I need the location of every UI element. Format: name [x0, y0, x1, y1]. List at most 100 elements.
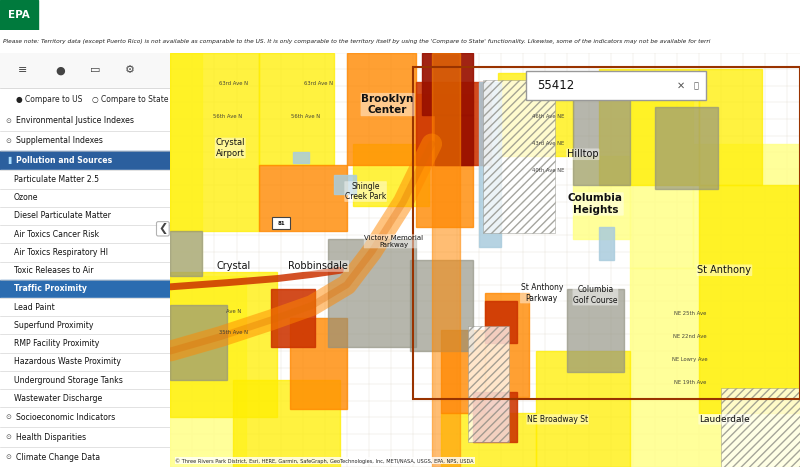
Text: 63rd Ave N: 63rd Ave N	[304, 81, 333, 86]
Text: Climate Change Data: Climate Change Data	[16, 453, 100, 461]
Bar	[258, 164, 346, 231]
Text: 55412: 55412	[538, 79, 574, 92]
Bar	[526, 71, 706, 100]
Bar	[0, 150, 170, 170]
Text: 35th Ave N: 35th Ave N	[219, 330, 248, 335]
Text: Lead Paint: Lead Paint	[14, 303, 54, 311]
Bar	[0, 131, 170, 150]
Bar	[0, 334, 170, 353]
Text: Hilltop: Hilltop	[567, 149, 598, 159]
Bar	[0, 53, 170, 88]
Bar	[170, 272, 278, 417]
Text: 🔍: 🔍	[694, 81, 698, 90]
Text: Shingle
Creek Park: Shingle Creek Park	[345, 182, 386, 201]
Text: NE Lowry Ave: NE Lowry Ave	[672, 357, 708, 362]
Text: EPA's Environmental Justice Screening and Mapping Tool (Version 2.2): EPA's Environmental Justice Screening an…	[115, 7, 409, 17]
Bar	[655, 106, 718, 190]
Bar	[630, 73, 693, 268]
Text: Environmental Justice Indexes: Environmental Justice Indexes	[16, 116, 134, 125]
Text: NE 25th Ave: NE 25th Ave	[674, 311, 706, 316]
Bar	[0, 225, 170, 243]
Text: Brooklyn
Center: Brooklyn Center	[362, 94, 414, 115]
Bar	[432, 53, 460, 467]
Bar	[0, 407, 170, 427]
Text: ⊙: ⊙	[5, 434, 11, 440]
Bar	[0, 316, 170, 334]
Text: EPA: EPA	[8, 10, 30, 20]
Text: Supplemental Indexes: Supplemental Indexes	[16, 136, 103, 145]
Text: RMP Facility Proximity: RMP Facility Proximity	[14, 339, 99, 348]
Bar	[334, 175, 356, 194]
Bar	[535, 351, 630, 467]
Bar	[272, 217, 290, 229]
Bar	[0, 447, 170, 467]
Bar	[630, 268, 800, 467]
Bar	[0, 371, 170, 389]
Text: 46th Ave NE: 46th Ave NE	[532, 114, 564, 120]
Text: Ave N: Ave N	[226, 309, 241, 314]
Bar	[258, 53, 334, 164]
Bar	[416, 94, 473, 227]
Bar	[574, 73, 630, 185]
Text: Ozone: Ozone	[14, 193, 38, 202]
Bar	[498, 73, 574, 156]
Text: 56th Ave N: 56th Ave N	[291, 114, 320, 120]
Bar	[0, 389, 170, 407]
Bar	[0, 280, 170, 298]
Bar	[574, 156, 630, 239]
Bar	[435, 115, 473, 164]
Bar	[0, 88, 170, 111]
Text: Wastewater Discharge: Wastewater Discharge	[14, 394, 102, 403]
Text: ⊙: ⊙	[5, 414, 11, 420]
Text: Pollution and Sources: Pollution and Sources	[16, 156, 112, 165]
Bar	[0, 353, 170, 371]
Text: ⊙: ⊙	[5, 454, 11, 460]
Bar	[0, 427, 170, 447]
Text: Crystal: Crystal	[216, 261, 250, 271]
Bar	[346, 53, 416, 164]
Bar	[293, 152, 309, 163]
Text: Robbinsdale: Robbinsdale	[289, 261, 348, 271]
Text: Particulate Matter 2.5: Particulate Matter 2.5	[14, 175, 99, 184]
Bar	[485, 301, 517, 343]
Text: Please note: Territory data (except Puerto Rico) is not available as comparable : Please note: Territory data (except Puer…	[3, 39, 710, 44]
Text: Traffic Proximity: Traffic Proximity	[14, 284, 87, 293]
Text: ⚙: ⚙	[126, 65, 135, 75]
Bar	[0, 189, 170, 207]
Text: Victory Memorial
Parkway: Victory Memorial Parkway	[364, 235, 423, 248]
Text: NE 22nd Ave: NE 22nd Ave	[673, 334, 706, 339]
Text: NE 19th Ave: NE 19th Ave	[674, 380, 706, 385]
Bar	[353, 144, 429, 206]
Bar	[0, 243, 170, 262]
Bar	[271, 289, 315, 347]
Bar	[468, 326, 509, 442]
Text: St Anthony
Parkway: St Anthony Parkway	[521, 283, 563, 303]
Bar	[290, 318, 346, 409]
Bar	[598, 69, 699, 185]
Bar	[0, 0, 38, 30]
Bar	[0, 207, 170, 225]
Bar	[0, 170, 170, 189]
Text: ●: ●	[55, 65, 65, 75]
Bar	[410, 260, 473, 351]
Bar	[693, 144, 800, 268]
Text: Hazardous Waste Proximity: Hazardous Waste Proximity	[14, 357, 121, 366]
Text: Underground Storage Tanks: Underground Storage Tanks	[14, 375, 123, 384]
Text: Air Toxics Respiratory HI: Air Toxics Respiratory HI	[14, 248, 108, 257]
Text: Air Toxics Cancer Risk: Air Toxics Cancer Risk	[14, 230, 99, 239]
Bar	[699, 69, 762, 185]
Bar	[0, 298, 170, 316]
Text: Socioeconomic Indicators: Socioeconomic Indicators	[16, 413, 115, 422]
Bar	[722, 388, 800, 467]
Text: Columbia
Heights: Columbia Heights	[568, 193, 623, 215]
Bar	[786, 16, 796, 26]
Text: ▐: ▐	[5, 157, 10, 164]
Text: ❮: ❮	[158, 223, 167, 234]
Bar	[598, 227, 614, 260]
Bar	[441, 330, 485, 413]
Text: ⊙: ⊙	[5, 118, 11, 124]
Text: 63rd Ave N: 63rd Ave N	[219, 81, 248, 86]
Text: Diesel Particulate Matter: Diesel Particulate Matter	[14, 212, 111, 220]
Bar	[479, 82, 501, 248]
Bar	[473, 392, 517, 442]
